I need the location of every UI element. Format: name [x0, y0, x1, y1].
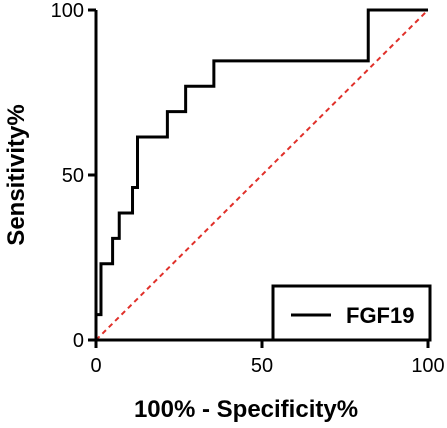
legend-label-fgf19: FGF19 — [346, 303, 414, 328]
legend-box — [271, 284, 432, 342]
y-tick-label: 0 — [73, 330, 84, 352]
x-tick-label: 100 — [411, 355, 444, 377]
x-tick-label: 0 — [90, 355, 101, 377]
series-line-fgf19 — [96, 8, 428, 317]
y-tick-label: 100 — [51, 0, 84, 22]
reference-diagonal-line — [95, 9, 429, 341]
plot-area — [95, 8, 429, 341]
x-axis-title: 100% - Specificity% — [134, 396, 358, 423]
y-tick-label: 50 — [62, 165, 84, 187]
axes: 0 50 100 0 50 100 — [51, 0, 445, 377]
legend: FGF19 — [271, 284, 432, 342]
x-tick-label: 50 — [251, 355, 273, 377]
y-axis-title: Sensitivity% — [3, 104, 30, 245]
